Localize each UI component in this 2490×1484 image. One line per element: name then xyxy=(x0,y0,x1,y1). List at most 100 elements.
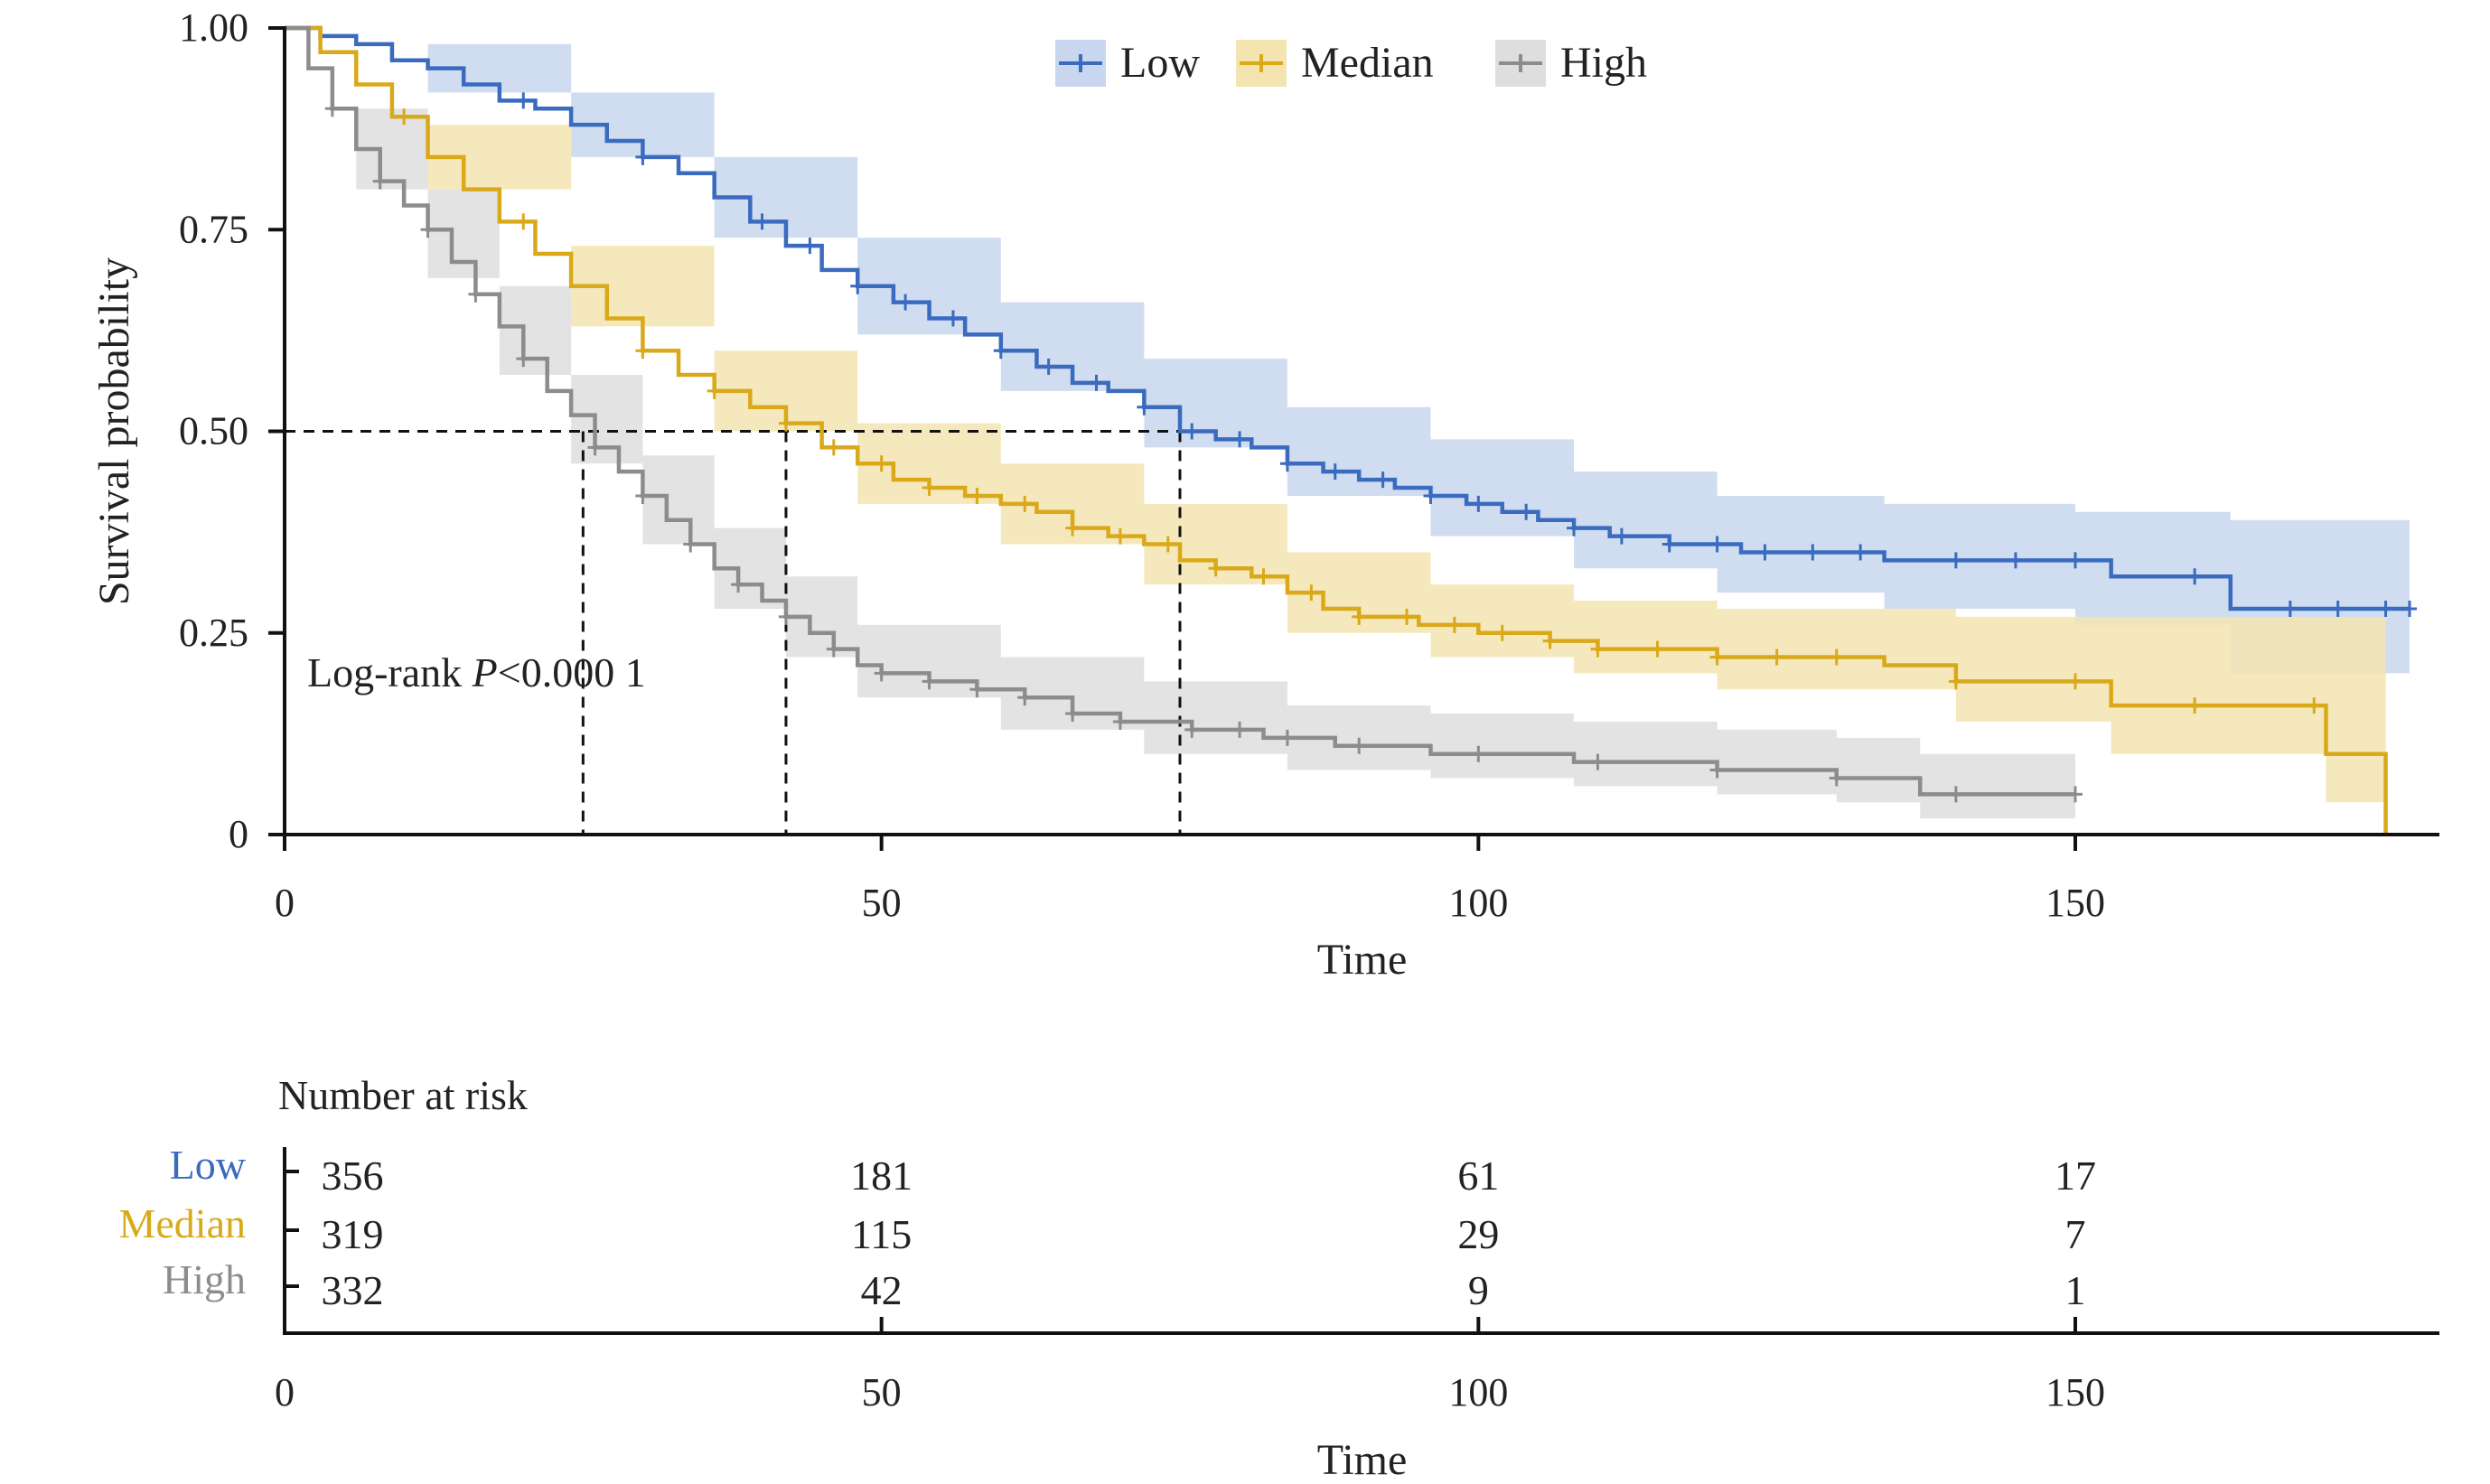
legend-line-high xyxy=(1499,54,1542,72)
censor-mark-median xyxy=(635,342,651,359)
y-tick-label: 0.25 xyxy=(179,611,248,655)
censor-mark-high xyxy=(1352,737,1367,754)
censor-mark-median xyxy=(1446,616,1462,633)
censor-mark-median xyxy=(1542,632,1558,649)
censor-mark-median xyxy=(1769,649,1784,666)
censor-mark-high xyxy=(1184,721,1200,738)
censor-mark-high xyxy=(826,640,841,658)
risk-count: 42 xyxy=(861,1267,903,1313)
censor-mark-low xyxy=(2378,600,2393,617)
censor-mark-low xyxy=(993,342,1008,359)
censor-mark-low xyxy=(516,92,531,109)
risk-count: 181 xyxy=(850,1153,913,1199)
risk-x-tick-label: 50 xyxy=(862,1370,902,1414)
censor-mark-median xyxy=(922,480,937,497)
y-tick-label: 0 xyxy=(229,812,248,856)
y-tick-label: 0.75 xyxy=(179,207,248,251)
censor-mark-median xyxy=(1208,560,1223,577)
censor-mark-low xyxy=(1614,527,1629,545)
censor-mark-low xyxy=(1423,487,1438,504)
risk-x-tick-label: 100 xyxy=(1448,1370,1508,1414)
y-tick-label: 1.00 xyxy=(179,5,248,50)
censor-mark-high xyxy=(420,221,435,238)
censor-mark-low xyxy=(945,310,960,327)
censor-mark-median xyxy=(778,415,793,432)
censor-mark-high xyxy=(1232,721,1248,738)
censor-mark-median xyxy=(2068,673,2083,690)
risk-count: 115 xyxy=(851,1211,912,1257)
x-tick-label: 50 xyxy=(862,881,902,925)
risk-x-tick-label: 0 xyxy=(275,1370,295,1414)
censor-mark-low xyxy=(1471,495,1486,512)
censor-mark-low xyxy=(2330,600,2345,617)
censor-mark-high xyxy=(969,681,985,698)
survival-curve-median xyxy=(285,25,2388,835)
censor-mark-high xyxy=(1590,753,1605,770)
censor-mark-low xyxy=(898,294,913,311)
censor-mark-high xyxy=(1709,761,1725,779)
censor-mark-median xyxy=(516,213,531,230)
censor-mark-high xyxy=(1471,745,1486,762)
log-rank-annotation: Log-rank P<0.000 1 xyxy=(307,649,646,695)
censor-mark-median xyxy=(1948,673,1963,690)
censor-mark-high xyxy=(874,665,889,682)
censor-mark-low xyxy=(2187,568,2203,585)
censor-mark-median xyxy=(1065,519,1081,537)
y-tick-label: 0.50 xyxy=(179,409,248,453)
censor-mark-high xyxy=(635,487,651,504)
risk-row-label-low: Low xyxy=(170,1142,247,1188)
censor-mark-low xyxy=(802,238,818,255)
risk-count: 1 xyxy=(2065,1267,2086,1313)
censor-mark-median xyxy=(1829,649,1844,666)
censor-mark-high xyxy=(1279,729,1295,746)
censor-mark-median xyxy=(1709,649,1725,666)
risk-count: 61 xyxy=(1457,1153,1499,1199)
censor-mark-high xyxy=(1112,713,1128,730)
censor-mark-low xyxy=(1567,519,1582,537)
censor-mark-high xyxy=(1829,770,1844,787)
censor-mark-high xyxy=(587,439,603,456)
censor-mark-median xyxy=(1494,624,1510,641)
median-survival-lines xyxy=(285,430,1182,835)
risk-count: 17 xyxy=(2055,1153,2096,1199)
ci-band-high xyxy=(285,28,2075,819)
annotation-p: P xyxy=(472,649,498,695)
ci-band-median xyxy=(285,28,2386,835)
x-axis-title: Time xyxy=(1317,936,1408,984)
censor-mark-median xyxy=(707,382,722,399)
censor-mark-low xyxy=(2282,600,2298,617)
annotation-suffix: <0.000 1 xyxy=(498,649,646,695)
ci-band-low xyxy=(285,28,2410,674)
censor-mark-low xyxy=(1279,455,1295,472)
censor-mark-low xyxy=(754,213,770,230)
censor-mark-low xyxy=(2068,552,2083,569)
censor-mark-low xyxy=(1662,536,1677,553)
main-axes: 0 0.25 0.50 0.75 1.00 0 50 100 150 Time Survival p… xyxy=(90,5,2439,984)
censor-mark-low xyxy=(1232,431,1248,448)
censor-mark-median xyxy=(1590,640,1605,658)
censor-mark-high xyxy=(731,576,746,593)
legend-line-median xyxy=(1240,54,1283,72)
risk-count: 332 xyxy=(322,1267,384,1313)
censor-mark-median xyxy=(2307,697,2322,714)
censor-mark-low xyxy=(1757,544,1773,561)
legend: Low Median High xyxy=(1055,39,1647,87)
annotation: Log-rank P<0.000 1 xyxy=(307,649,646,695)
censor-mark-median xyxy=(1017,495,1033,512)
legend-line-low xyxy=(1059,54,1102,72)
censor-mark-low xyxy=(1327,463,1343,481)
y-axis-title: Survival probability xyxy=(90,257,138,605)
censor-mark-high xyxy=(1948,786,1963,803)
censor-mark-high xyxy=(1017,689,1033,706)
x-tick-label: 100 xyxy=(1448,881,1508,925)
censor-mark-high xyxy=(324,100,340,117)
censor-mark-low xyxy=(1041,359,1056,376)
censor-mark-median xyxy=(1112,527,1128,545)
censor-mark-median xyxy=(1256,568,1271,585)
censor-mark-high xyxy=(683,536,698,553)
risk-count: 319 xyxy=(322,1211,384,1257)
censor-mark-high xyxy=(2068,786,2083,803)
